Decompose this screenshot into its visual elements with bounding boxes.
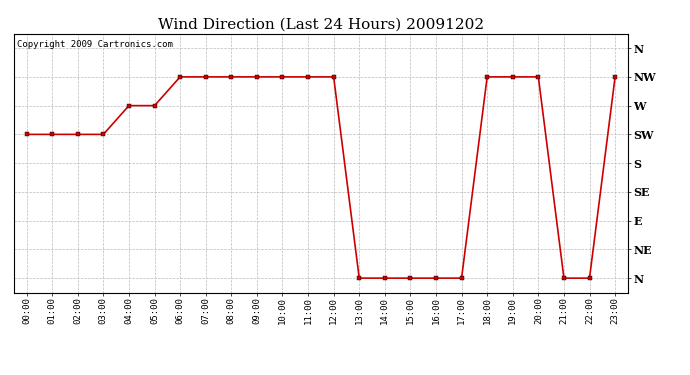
Text: Copyright 2009 Cartronics.com: Copyright 2009 Cartronics.com (17, 40, 172, 49)
Title: Wind Direction (Last 24 Hours) 20091202: Wind Direction (Last 24 Hours) 20091202 (158, 17, 484, 31)
